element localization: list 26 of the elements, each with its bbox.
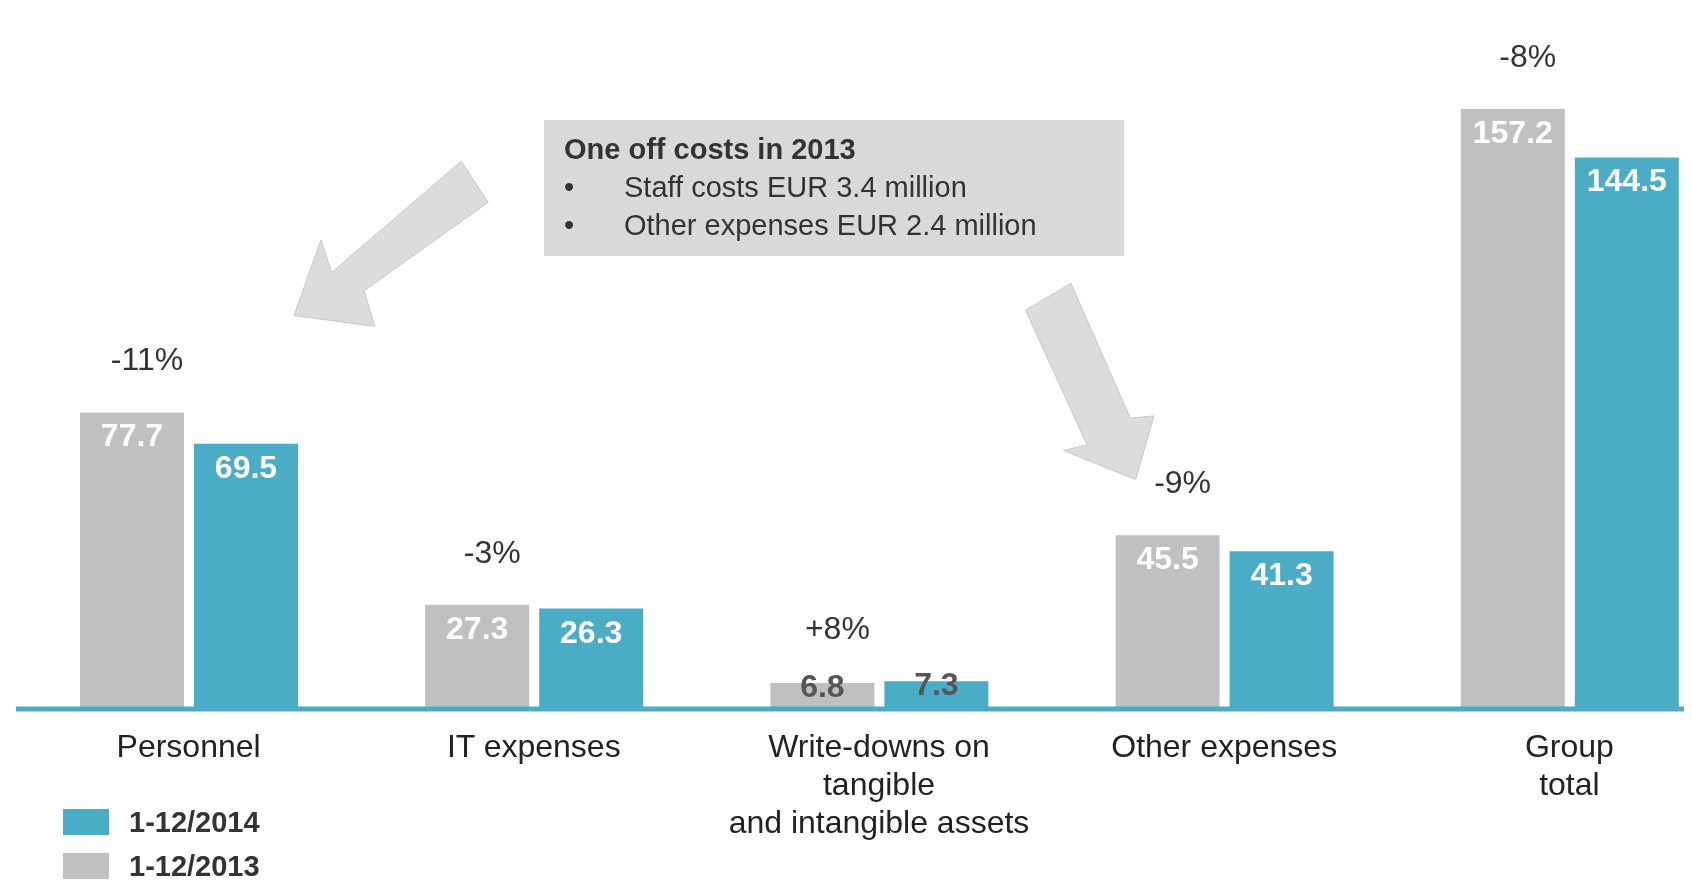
data-label: 41.3 — [1250, 556, 1313, 593]
data-label: 144.5 — [1586, 162, 1667, 199]
bar — [425, 604, 530, 709]
data-label: 27.3 — [446, 609, 509, 646]
annotation: -3% — [463, 533, 521, 570]
text-box: One off costs in 2013 • Staff costs EUR 3.4 million • Other expenses EUR 2.4 million — [544, 120, 1124, 256]
data-label: 69.5 — [214, 448, 278, 485]
data-label: 26.3 — [560, 613, 623, 650]
legend-label: 1-12/2014 — [129, 805, 260, 839]
annotation: -8% — [1499, 38, 1557, 74]
bar — [80, 412, 184, 709]
bar — [1115, 535, 1220, 709]
x-tick-label: Group total — [1524, 728, 1614, 802]
annotation: +8% — [804, 610, 870, 647]
bar — [1460, 109, 1565, 709]
data-label: 45.5 — [1136, 540, 1199, 577]
data-label: 157.2 — [1472, 114, 1553, 150]
annotation: -11% — [110, 341, 184, 378]
x-tick-label: IT expenses — [446, 728, 621, 764]
x-tick-label: Other expenses — [1111, 728, 1338, 764]
legend-label: 1-12/2013 — [129, 849, 260, 883]
annotation: One off costs in 2013 — [564, 132, 857, 167]
x-tick-label: Personnel — [116, 728, 261, 764]
data-label: 77.7 — [100, 417, 164, 454]
annotation: -9% — [1154, 464, 1212, 501]
x-tick-label: Write-downs on tangible and intangible assets — [728, 728, 1030, 840]
